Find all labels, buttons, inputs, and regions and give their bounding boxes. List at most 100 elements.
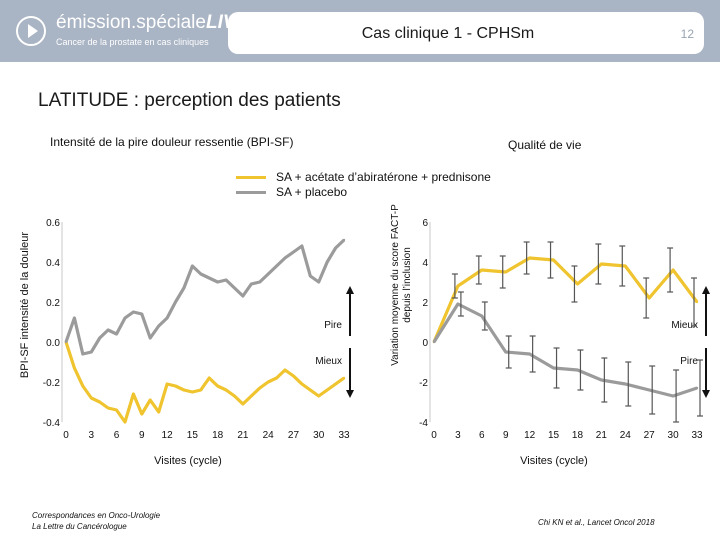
data-point — [325, 388, 329, 392]
data-point — [292, 250, 295, 254]
data-point — [309, 388, 312, 392]
data-point — [182, 388, 186, 392]
x-tick-label: 30 — [313, 430, 325, 441]
series-line — [64, 238, 346, 356]
data-point — [98, 336, 101, 340]
data-point — [432, 340, 436, 344]
data-point — [275, 376, 278, 380]
x-tick-label: 18 — [212, 430, 224, 441]
data-point — [576, 282, 579, 286]
x-tick-label: 9 — [503, 430, 509, 441]
data-point — [106, 406, 110, 410]
data-point — [199, 388, 202, 392]
legend-swatch — [236, 191, 266, 194]
data-point — [106, 328, 110, 332]
slide-header: émission.spécialeLIVE Cancer de la prost… — [0, 0, 720, 62]
data-point — [149, 336, 152, 340]
data-point — [624, 382, 627, 386]
data-point — [123, 420, 127, 424]
arrow-up-icon — [702, 286, 710, 294]
data-point — [174, 300, 177, 304]
x-tick-label: 21 — [237, 430, 249, 441]
data-point — [334, 246, 337, 250]
x-tick-label: 3 — [455, 430, 461, 441]
data-point — [334, 382, 337, 386]
right-chart-subtitle: Qualité de vie — [508, 138, 582, 152]
data-point — [64, 340, 68, 344]
data-point — [456, 302, 460, 306]
y-tick-label: -0.4 — [43, 418, 61, 429]
data-point — [671, 268, 675, 272]
data-point — [81, 384, 85, 388]
data-point — [300, 244, 304, 248]
y-axis-label: depuis l’inclusion — [402, 247, 413, 323]
data-point — [600, 378, 603, 382]
arrow-up-label: Mieux — [671, 320, 698, 331]
x-tick-label: 0 — [63, 430, 69, 441]
data-point — [115, 332, 118, 336]
x-tick-label: 33 — [691, 430, 703, 441]
data-point — [283, 368, 287, 372]
data-point — [191, 390, 194, 394]
slide-title-box: Cas clinique 1 - CPHSm 12 — [228, 12, 704, 54]
data-point — [456, 284, 460, 288]
data-point — [250, 282, 253, 286]
data-point — [90, 396, 93, 400]
data-point — [309, 274, 312, 278]
data-point — [165, 316, 169, 320]
x-tick-label: 6 — [479, 430, 485, 441]
data-point — [317, 280, 320, 284]
data-point — [317, 394, 320, 398]
x-tick-label: 27 — [288, 430, 300, 441]
series-line — [64, 341, 345, 424]
logo-text: émission.spécialeLIVE — [56, 12, 248, 33]
x-tick-label: 12 — [162, 430, 174, 441]
data-point — [98, 400, 101, 404]
data-point — [224, 388, 228, 392]
footer-citation: Chi KN et al., Lancet Oncol 2018 — [538, 518, 655, 527]
main-title: LATITUDE : perception des patients — [38, 90, 341, 111]
data-point — [325, 260, 329, 264]
x-tick-label: 3 — [88, 430, 94, 441]
x-axis-label: Visites (cycle) — [154, 455, 222, 467]
data-point — [300, 382, 304, 386]
x-tick-label: 0 — [431, 430, 437, 441]
x-tick-label: 18 — [572, 430, 584, 441]
legend-label: SA + placebo — [276, 185, 348, 199]
data-point — [81, 352, 85, 356]
data-point — [342, 376, 346, 380]
data-point — [208, 376, 211, 380]
data-point — [199, 272, 202, 276]
data-point — [528, 256, 531, 260]
logo-subtitle: Cancer de la prostate en cas cliniques — [56, 37, 209, 47]
arrow-down-icon — [346, 390, 354, 398]
data-point — [149, 398, 152, 402]
data-point — [292, 374, 295, 378]
data-point — [432, 340, 436, 344]
arrow-up-label: Pire — [324, 320, 342, 331]
data-point — [552, 258, 555, 262]
arrow-down-label: Pire — [680, 356, 698, 367]
y-tick-label: 6 — [422, 218, 428, 229]
data-point — [174, 384, 177, 388]
arrow-down-label: Mieux — [315, 356, 342, 367]
x-tick-label: 24 — [620, 430, 632, 441]
y-tick-label: 0.4 — [46, 258, 60, 269]
data-point — [647, 296, 651, 300]
data-point — [115, 408, 118, 412]
data-point — [258, 386, 261, 390]
y-axis-label: Variation moyenne du score FACT-P — [390, 204, 401, 366]
data-point — [528, 352, 531, 356]
y-tick-label: 0.2 — [46, 298, 60, 309]
page-number: 12 — [680, 27, 694, 41]
data-point — [123, 316, 127, 320]
y-tick-label: -2 — [419, 378, 428, 389]
x-tick-label: 30 — [668, 430, 680, 441]
data-point — [90, 350, 93, 354]
x-axis-label: Visites (cycle) — [520, 455, 588, 467]
arrow-down-icon — [702, 390, 710, 398]
data-point — [216, 384, 219, 388]
slide-title: Cas clinique 1 - CPHSm — [361, 25, 535, 42]
data-point — [647, 388, 651, 392]
